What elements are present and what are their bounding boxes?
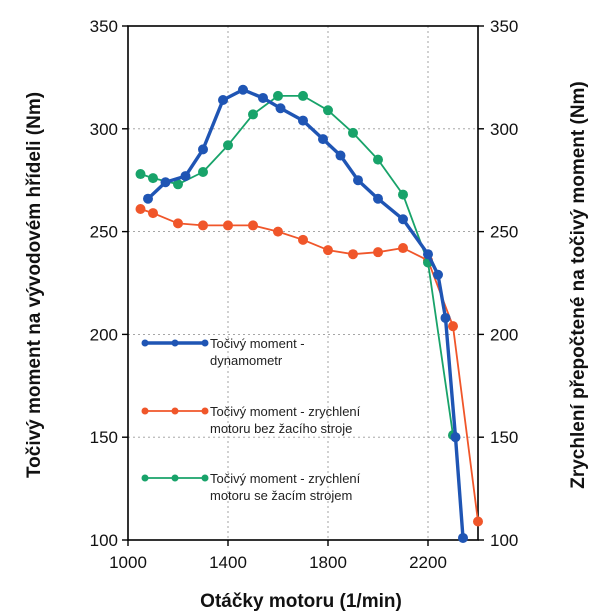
x-tick-label: 1000: [109, 553, 147, 572]
data-point: [258, 92, 268, 103]
y-tick-label-left: 350: [90, 17, 118, 36]
data-point: [135, 203, 146, 214]
x-tick-label: 1800: [309, 553, 347, 572]
data-point: [248, 220, 258, 231]
data-point: [423, 249, 433, 260]
legend-marker: [171, 407, 179, 415]
y-tick-label-left: 200: [90, 325, 118, 344]
data-point: [135, 169, 146, 180]
legend-label: Točivý moment -: [210, 336, 305, 351]
data-point: [440, 312, 451, 323]
y-tick-label-right: 350: [490, 17, 518, 36]
data-point: [273, 90, 283, 101]
data-point: [160, 177, 171, 188]
legend: Točivý moment - dynamometr Točivý moment -…: [141, 336, 361, 503]
data-point: [198, 144, 208, 155]
data-point: [275, 103, 286, 114]
data-point: [273, 226, 283, 237]
legend-marker: [171, 474, 179, 482]
legend-marker: [141, 407, 149, 415]
data-point: [398, 243, 408, 254]
legend-marker: [201, 474, 209, 482]
y-tick-label-right: 250: [490, 223, 518, 242]
legend-marker: [141, 339, 149, 347]
data-point: [143, 193, 153, 204]
data-point: [373, 193, 383, 204]
data-point: [458, 532, 468, 543]
legend-label: motoru bez žacího stroje: [210, 421, 352, 436]
series-layer: [135, 84, 483, 543]
data-point: [335, 150, 346, 161]
left-axis-title: Točivý moment na vývodovém hřídeli (Nm): [24, 92, 45, 478]
data-point: [180, 171, 191, 182]
y-tick-label-left: 150: [90, 428, 118, 447]
y-tick-label-left: 300: [90, 120, 118, 139]
data-point: [223, 140, 233, 151]
x-tick-label: 1400: [209, 553, 247, 572]
series-0: [143, 84, 468, 543]
data-point: [298, 234, 308, 245]
plot-area: [127, 25, 479, 541]
y-tick-label-right: 100: [490, 531, 518, 550]
legend-marker: [201, 339, 209, 347]
x-tick-label: 2200: [409, 553, 447, 572]
data-point: [398, 189, 408, 200]
data-point: [148, 208, 158, 219]
data-point: [173, 179, 183, 190]
data-point: [173, 218, 183, 229]
data-point: [298, 90, 308, 101]
y-tick-label-left: 100: [90, 531, 118, 550]
data-point: [248, 109, 258, 120]
right-axis-title: Zrychlení přepočtené na točivý moment (N…: [568, 81, 589, 489]
data-point: [198, 166, 208, 177]
data-point: [223, 220, 233, 231]
legend-label: Točivý moment - zrychlení: [210, 471, 361, 486]
data-point: [353, 175, 363, 186]
y-tick-label-right: 300: [490, 120, 518, 139]
legend-label: motoru se žacím strojem: [210, 488, 352, 503]
series-1: [135, 203, 483, 527]
series-line: [140, 95, 454, 436]
data-point: [398, 214, 408, 225]
data-point: [298, 115, 308, 126]
legend-marker: [201, 407, 209, 415]
data-point: [348, 249, 358, 260]
legend-marker: [141, 474, 149, 482]
data-point: [323, 105, 333, 116]
data-point: [148, 173, 158, 184]
data-point: [323, 245, 333, 256]
legend-marker: [171, 339, 179, 347]
tick-labels: 1000 1400 1800 2200 100 100 150 150 200 200 250 250…: [90, 17, 519, 572]
data-point: [198, 220, 208, 231]
grid-lines: [128, 26, 478, 540]
series-2: [135, 90, 458, 441]
data-point: [218, 95, 228, 106]
legend-label: dynamometr: [210, 353, 283, 368]
x-axis-title: Otáčky motoru (1/min): [200, 591, 402, 612]
data-point: [238, 84, 248, 95]
y-tick-label-right: 150: [490, 428, 518, 447]
data-point: [373, 154, 383, 165]
data-point: [318, 134, 328, 145]
data-point: [348, 127, 358, 138]
data-point: [450, 432, 461, 443]
data-point: [473, 516, 483, 527]
legend-label: Točivý moment - zrychlení: [210, 404, 361, 419]
y-tick-label-left: 250: [90, 223, 118, 242]
data-point: [373, 247, 383, 258]
data-point: [433, 269, 443, 280]
data-point: [448, 321, 458, 332]
y-tick-label-right: 200: [490, 325, 518, 344]
